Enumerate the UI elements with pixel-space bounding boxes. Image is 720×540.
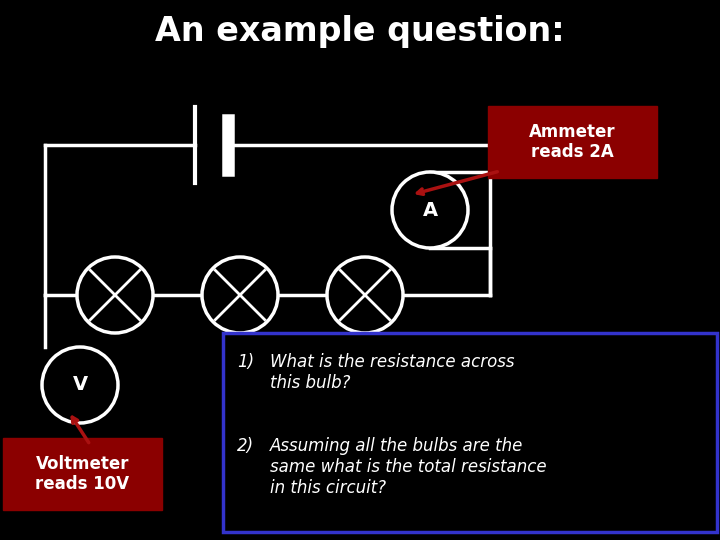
Text: A: A (423, 200, 438, 219)
Circle shape (202, 257, 278, 333)
Circle shape (392, 172, 468, 248)
Text: 1): 1) (237, 353, 254, 371)
Circle shape (42, 347, 118, 423)
Text: Voltmeter
reads 10V: Voltmeter reads 10V (35, 455, 130, 494)
Text: An example question:: An example question: (156, 15, 564, 48)
Text: What is the resistance across
this bulb?: What is the resistance across this bulb? (270, 353, 515, 392)
Text: Ammeter
reads 2A: Ammeter reads 2A (529, 123, 616, 161)
FancyBboxPatch shape (488, 106, 657, 178)
Circle shape (327, 257, 403, 333)
Text: V: V (73, 375, 88, 395)
Circle shape (77, 257, 153, 333)
Text: Assuming all the bulbs are the
same what is the total resistance
in this circuit: Assuming all the bulbs are the same what… (270, 437, 546, 497)
FancyBboxPatch shape (3, 438, 162, 510)
FancyBboxPatch shape (223, 333, 717, 532)
Text: 2): 2) (237, 437, 254, 455)
